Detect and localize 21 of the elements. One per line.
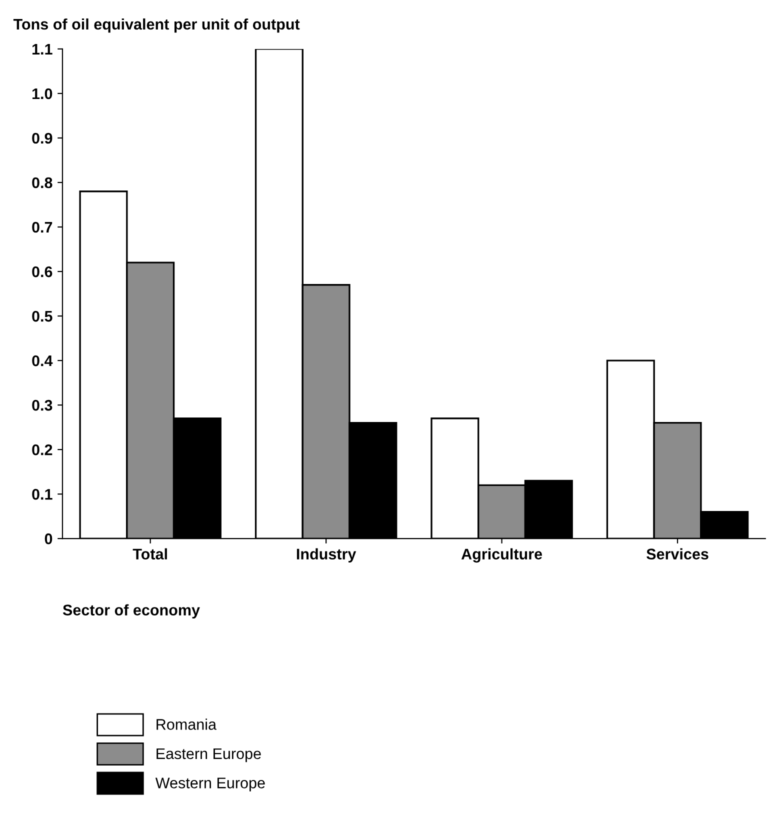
- x-tick-label: Total: [132, 548, 167, 560]
- legend-label: Western Europe: [155, 778, 265, 792]
- y-tick-label: 0.5: [32, 310, 52, 322]
- y-tick-label: 0.9: [32, 132, 52, 144]
- y-tick-label: 0.3: [32, 400, 52, 411]
- x-tick-label: Agriculture: [461, 548, 542, 563]
- y-tick-label: 0: [44, 533, 52, 544]
- y-tick-label: 0.4: [32, 355, 53, 366]
- y-tick-label: 0.7: [32, 222, 52, 233]
- x-tick-label: Industry: [296, 548, 356, 563]
- x-tick-label: Services: [646, 548, 708, 560]
- y-tick-label: 0.8: [32, 177, 52, 188]
- y-tick-label: 0.1: [32, 488, 52, 500]
- y-tick-label: 1.0: [32, 88, 52, 100]
- y-tick-label: 0.6: [32, 266, 52, 278]
- y-tick-label: 1.1: [32, 44, 52, 54]
- y-axis-title: Tons of oil equivalent per unit of output: [13, 18, 300, 33]
- y-tick-label: 0.2: [32, 444, 52, 456]
- legend-label: Eastern Europe: [156, 748, 261, 762]
- legend-label: Romania: [156, 718, 217, 730]
- x-axis-title: Sector of economy: [62, 604, 200, 618]
